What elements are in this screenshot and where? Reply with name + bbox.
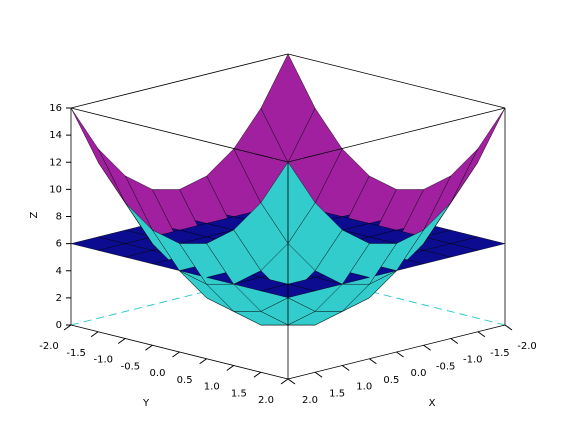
z-tick-label: 0 [56,320,62,331]
y-tick [253,371,262,378]
z-tick-label: 6 [56,239,62,250]
z-tick-label: 16 [49,103,62,114]
y-tick [226,365,235,371]
x-tick-label: 0.0 [411,368,427,379]
x-tick-label: 0.5 [383,375,399,386]
x-tick [369,358,377,365]
y-tick [90,331,99,338]
box-edge [70,107,289,163]
box-edge [287,53,506,109]
x-tick [341,365,350,371]
y-tick [117,338,126,344]
box-edge [70,53,289,109]
x-tick-label: -1.0 [463,355,483,366]
axes-box: 0 2 4 6 8 10 12 14 16 -2.0 -1.5 -1.0 -0.5 0.0 0.5 1.0 1.… [39,53,537,406]
y-axis-label: Y [142,398,150,409]
y-tick-label: -1.5 [66,348,86,359]
x-tick [314,371,323,378]
z-tick-label: 8 [56,212,62,223]
x-tick [450,338,459,344]
x-tick-label: -1.5 [490,348,510,359]
z-tick-label: 10 [49,184,62,195]
z-tick-label: 4 [56,266,62,277]
x-tick-label: 1.5 [329,388,345,399]
x-tick-label: 1.0 [356,382,372,393]
x-tick [396,351,404,358]
y-tick-label: 2.0 [258,395,274,406]
z-tick-label: 14 [49,130,62,141]
y-tick-label: 0.5 [177,375,193,386]
x-tick [504,324,513,331]
surface-facet [450,107,506,204]
x-tick [477,331,486,338]
x-tick-label: -2.0 [517,341,537,352]
box-edge [287,107,506,163]
x-tick [423,344,431,351]
z-tick-label: 12 [49,157,62,168]
surface-facet [70,107,126,204]
y-tick [199,358,207,365]
y-tick-label: -0.5 [121,361,141,372]
x-tick [287,378,296,385]
x-tick-label: 2.0 [302,395,318,406]
x-tick-label: -0.5 [436,361,456,372]
y-tick [172,351,180,358]
y-tick-label: 0.0 [150,368,166,379]
x-axis-label: X [429,398,436,409]
y-tick-label: -1.0 [93,355,113,366]
z-axis-label: Z [29,211,40,218]
z-tick-label: 2 [56,293,62,304]
y-tick [280,378,289,385]
y-tick-label: 1.5 [231,388,247,399]
y-tick [145,344,153,351]
y-tick-label: -2.0 [39,341,59,352]
y-tick [63,324,72,331]
surfaces [70,53,506,326]
y-tick-label: 1.0 [204,382,220,393]
